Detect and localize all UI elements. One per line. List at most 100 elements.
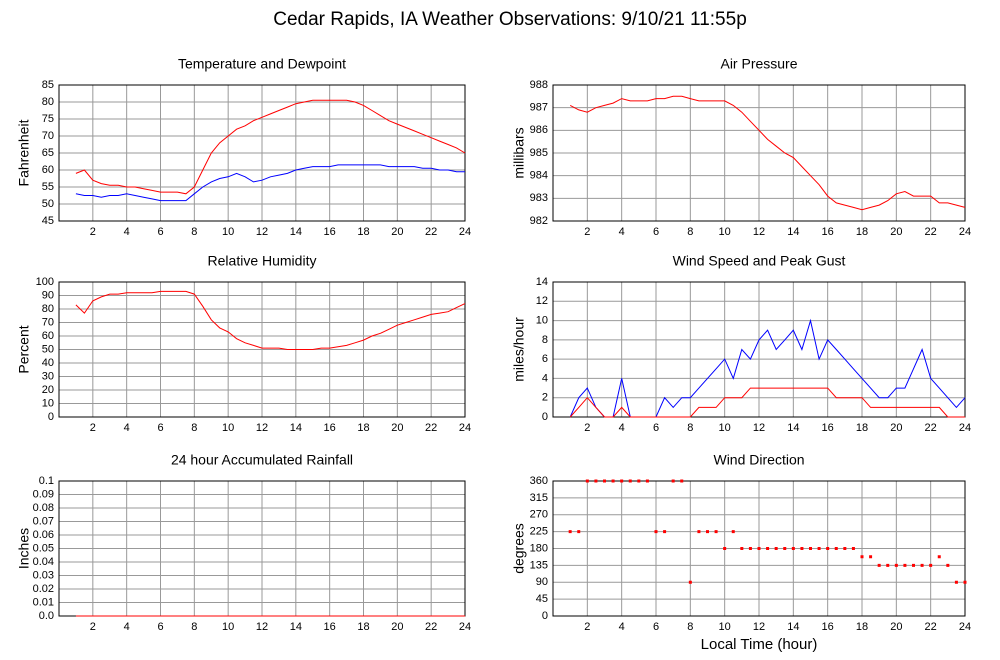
- data-point: [663, 530, 667, 534]
- x-tick-label: 2: [584, 226, 590, 238]
- data-point: [637, 479, 641, 483]
- y-tick-label: 0.05: [33, 542, 54, 554]
- y-tick-label: 0.01: [33, 596, 54, 608]
- y-tick-label: 50: [42, 198, 54, 210]
- data-point: [774, 547, 778, 550]
- y-tick-label: 985: [530, 147, 548, 159]
- data-point: [671, 479, 675, 483]
- data-point: [894, 563, 898, 567]
- data-point: [620, 479, 624, 483]
- x-tick-label: 4: [124, 422, 130, 434]
- x-tick-label: 22: [925, 226, 937, 238]
- data-point: [800, 547, 804, 550]
- y-tick-label: 0.0: [39, 610, 54, 622]
- y-tick-label: 75: [42, 113, 54, 125]
- data-point: [929, 563, 933, 567]
- x-tick-label: 6: [157, 621, 163, 633]
- x-tick-label: 2: [584, 621, 590, 633]
- data-point: [877, 563, 881, 567]
- y-tick-label: 270: [530, 509, 548, 521]
- x-tick-label: 20: [890, 422, 902, 434]
- y-tick-label: 60: [42, 330, 54, 342]
- data-point: [723, 547, 727, 550]
- data-point: [577, 530, 581, 534]
- data-point: [791, 547, 795, 550]
- x-tick-label: 4: [124, 621, 130, 633]
- y-tick-label: 0.08: [33, 502, 54, 514]
- y-tick-label: 90: [536, 576, 548, 588]
- x-tick-label: 8: [191, 226, 197, 238]
- y-tick-label: 80: [42, 303, 54, 315]
- data-point: [946, 563, 950, 567]
- y-axis-label: millibars: [511, 127, 527, 178]
- x-tick-label: 16: [324, 621, 336, 633]
- x-tick-label: 16: [822, 422, 834, 434]
- y-tick-label: 180: [530, 542, 548, 554]
- data-point: [757, 547, 761, 550]
- x-tick-label: 20: [391, 422, 403, 434]
- y-axis-label: miles/hour: [511, 317, 527, 382]
- y-tick-label: 0.06: [33, 529, 54, 541]
- data-point: [628, 479, 632, 483]
- x-tick-label: 2: [90, 621, 96, 633]
- data-point: [611, 479, 615, 483]
- x-tick-label: 2: [90, 422, 96, 434]
- data-point: [851, 547, 855, 550]
- data-point: [585, 479, 589, 483]
- y-tick-label: 70: [42, 316, 54, 328]
- x-tick-label: 14: [290, 422, 302, 434]
- y-tick-label: 0.1: [39, 475, 54, 487]
- x-tick-label: 22: [925, 621, 937, 633]
- y-tick-label: 360: [530, 475, 548, 487]
- x-tick-label: 16: [324, 226, 336, 238]
- data-line: [75, 164, 465, 202]
- y-tick-label: 20: [42, 384, 54, 396]
- data-point: [843, 547, 847, 550]
- page-title: Cedar Rapids, IA Weather Observations: 9…: [273, 9, 747, 30]
- x-tick-label: 6: [157, 422, 163, 434]
- x-tick-label: 12: [753, 226, 765, 238]
- x-tick-label: 22: [925, 422, 937, 434]
- x-tick-label: 12: [256, 621, 268, 633]
- data-point: [920, 563, 924, 567]
- x-tick-label: 8: [191, 422, 197, 434]
- data-point: [568, 530, 572, 534]
- x-tick-label: 2: [90, 226, 96, 238]
- data-line: [75, 290, 466, 350]
- y-tick-label: 0: [542, 610, 548, 622]
- y-tick-label: 988: [530, 79, 548, 91]
- y-tick-label: 0.02: [33, 583, 54, 595]
- y-tick-label: 0.04: [33, 556, 54, 568]
- y-tick-label: 0.09: [33, 488, 54, 500]
- data-point: [645, 479, 649, 483]
- x-tick-label: 10: [719, 422, 731, 434]
- plot-frame: [552, 281, 966, 418]
- x-tick-label: 22: [425, 422, 437, 434]
- x-tick-label: 18: [357, 226, 369, 238]
- x-tick-label: 20: [391, 226, 403, 238]
- y-tick-label: 982: [530, 215, 548, 227]
- data-point: [603, 479, 606, 483]
- x-tick-label: 10: [222, 422, 234, 434]
- plot-frame: [58, 281, 466, 418]
- data-point: [740, 547, 744, 550]
- data-point: [706, 530, 709, 534]
- x-tick-label: 14: [787, 621, 799, 633]
- x-tick-label: 4: [124, 226, 130, 238]
- y-tick-label: 4: [542, 372, 548, 384]
- data-line: [569, 318, 966, 418]
- y-tick-label: 987: [530, 102, 548, 114]
- data-point: [783, 547, 787, 550]
- y-axis-label: Inches: [16, 528, 32, 569]
- panel-title: Wind Direction: [713, 452, 804, 468]
- y-tick-label: 0.03: [33, 569, 54, 581]
- y-tick-label: 986: [530, 124, 548, 136]
- panel-title: 24 hour Accumulated Rainfall: [171, 452, 353, 468]
- y-axis-label: Fahrenheit: [16, 119, 32, 186]
- y-tick-label: 14: [536, 276, 548, 288]
- y-tick-label: 10: [536, 314, 548, 326]
- x-tick-label: 18: [357, 621, 369, 633]
- data-line: [569, 387, 965, 418]
- y-axis-label: degrees: [511, 523, 527, 574]
- y-tick-label: 2: [542, 392, 548, 404]
